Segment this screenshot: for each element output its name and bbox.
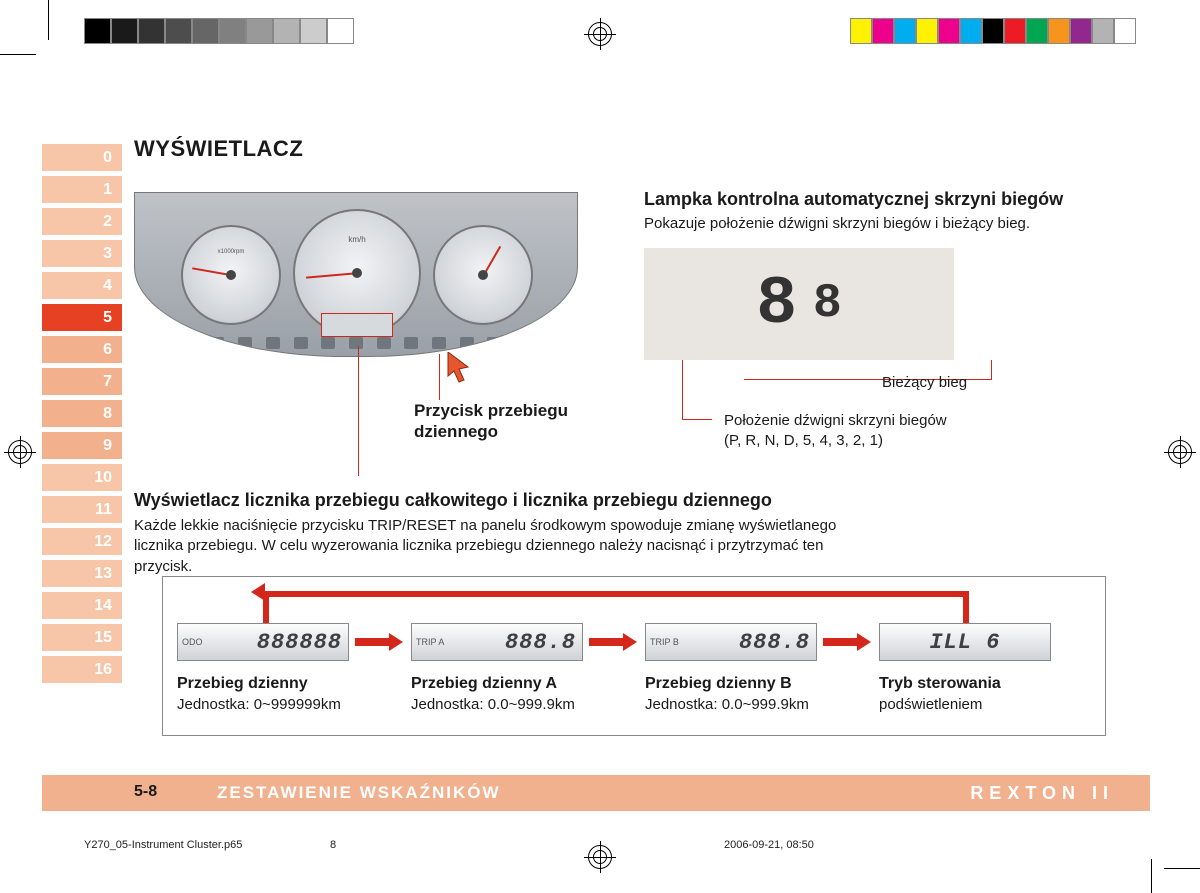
brand-logo: REXTON II bbox=[970, 783, 1114, 804]
trip-button-label: Przycisk przebiegu dziennego bbox=[414, 400, 568, 443]
chapter-tab-7: 7 bbox=[42, 368, 122, 395]
odometer-lcd bbox=[321, 313, 393, 337]
page-content: WYŚWIETLACZ Przycisk przebiegu dzienneg bbox=[134, 136, 1144, 184]
gear-lamp-title: Lampka kontrolna automatycznej skrzyni b… bbox=[644, 188, 1063, 211]
chapter-tab-3: 3 bbox=[42, 240, 122, 267]
grayscale-calibration-bar bbox=[84, 18, 354, 44]
display-tag: TRIP A bbox=[412, 637, 448, 647]
gear-position-digit: 8 bbox=[756, 266, 793, 343]
gear-display-panel: 8 8 bbox=[644, 248, 954, 360]
manual-page: 012345678910111213141516 WYŚWIETLACZ bbox=[0, 0, 1200, 893]
arrow-right-icon bbox=[589, 633, 637, 651]
chapter-tab-6: 6 bbox=[42, 336, 122, 363]
display-value: 888.8 bbox=[448, 630, 582, 655]
crop-mark bbox=[0, 54, 36, 55]
chapter-tab-14: 14 bbox=[42, 592, 122, 619]
warning-icon-row bbox=[155, 337, 557, 351]
chapter-tab-12: 12 bbox=[42, 528, 122, 555]
callout-line bbox=[682, 360, 712, 420]
chapter-tab-16: 16 bbox=[42, 656, 122, 683]
display-tag: TRIP B bbox=[646, 637, 683, 647]
color-calibration-bar bbox=[850, 18, 1136, 44]
arrow-left-icon bbox=[251, 583, 265, 601]
gear-lamp-desc: Pokazuje położenie dźwigni skrzyni biegó… bbox=[644, 214, 1124, 234]
chapter-tab-4: 4 bbox=[42, 272, 122, 299]
trip-a-display: TRIP A888.8 bbox=[411, 623, 583, 661]
chapter-tab-5: 5 bbox=[42, 304, 122, 331]
odometer-section-title: Wyświetlacz licznika przebiegu całkowite… bbox=[134, 490, 772, 511]
registration-mark-icon bbox=[588, 845, 612, 869]
registration-mark-icon bbox=[1168, 440, 1192, 464]
chapter-tab-8: 8 bbox=[42, 400, 122, 427]
arrow-right-icon bbox=[355, 633, 403, 651]
leader-line bbox=[439, 354, 440, 400]
crop-mark bbox=[48, 0, 49, 40]
display-flow-diagram: ODO888888 TRIP A888.8 TRIP B888.8 ILL 6 … bbox=[162, 576, 1106, 736]
text: dziennego bbox=[414, 422, 498, 441]
display-value: 888.8 bbox=[683, 630, 816, 655]
gear-position-label: Położenie dźwigni skrzyni biegów (P, R, … bbox=[724, 411, 1044, 452]
chapter-tab-1: 1 bbox=[42, 176, 122, 203]
crop-mark bbox=[1151, 859, 1152, 893]
current-gear-digit: 8 bbox=[813, 277, 842, 331]
chapter-tab-15: 15 bbox=[42, 624, 122, 651]
page-title: WYŚWIETLACZ bbox=[134, 136, 1144, 162]
instrument-cluster bbox=[134, 192, 578, 357]
ill-label: Tryb sterowaniapodświetleniem bbox=[879, 673, 1079, 715]
print-page-number: 8 bbox=[330, 839, 336, 851]
fuel-temp-gauge bbox=[433, 225, 533, 325]
arrow-right-icon bbox=[823, 633, 871, 651]
display-value: ILL 6 bbox=[880, 630, 1050, 655]
text: Położenie dźwigni skrzyni biegów bbox=[724, 412, 947, 429]
trip-a-label: Przebieg dzienny AJednostka: 0.0~999.9km bbox=[411, 673, 611, 715]
odo-display: ODO888888 bbox=[177, 623, 349, 661]
tachometer-gauge bbox=[181, 225, 281, 325]
registration-mark-icon bbox=[588, 22, 612, 46]
text: Przycisk przebiegu bbox=[414, 401, 568, 420]
chapter-tab-11: 11 bbox=[42, 496, 122, 523]
trip-b-label: Przebieg dzienny BJednostka: 0.0~999.9km bbox=[645, 673, 845, 715]
odometer-section-desc: Każde lekkie naciśnięcie przycisku TRIP/… bbox=[134, 516, 864, 577]
ill-display: ILL 6 bbox=[879, 623, 1051, 661]
crop-mark bbox=[1164, 868, 1200, 869]
print-timestamp: 2006-09-21, 08:50 bbox=[724, 839, 814, 851]
instrument-cluster-figure bbox=[134, 192, 578, 357]
page-number: 5-8 bbox=[134, 783, 157, 801]
footer-title: ZESTAWIENIE WSKAŹNIKÓW bbox=[217, 783, 501, 803]
chapter-tab-13: 13 bbox=[42, 560, 122, 587]
loop-line bbox=[263, 591, 969, 597]
current-gear-label: Bieżący bieg bbox=[882, 374, 967, 391]
chapter-tab-10: 10 bbox=[42, 464, 122, 491]
display-tag: ODO bbox=[178, 637, 207, 647]
odo-label: Przebieg dziennyJednostka: 0~999999km bbox=[177, 673, 377, 715]
chapter-tab-9: 9 bbox=[42, 432, 122, 459]
display-value: 888888 bbox=[207, 630, 348, 655]
chapter-tab-2: 2 bbox=[42, 208, 122, 235]
loop-line bbox=[963, 591, 969, 627]
source-file: Y270_05-Instrument Cluster.p65 bbox=[84, 839, 242, 851]
leader-line bbox=[358, 346, 359, 476]
registration-mark-icon bbox=[8, 440, 32, 464]
trip-b-display: TRIP B888.8 bbox=[645, 623, 817, 661]
chapter-tab-0: 0 bbox=[42, 144, 122, 171]
chapter-tabs: 012345678910111213141516 bbox=[42, 144, 122, 688]
text: (P, R, N, D, 5, 4, 3, 2, 1) bbox=[724, 432, 883, 449]
page-footer: 5-8 ZESTAWIENIE WSKAŹNIKÓW REXTON II bbox=[42, 775, 1150, 811]
